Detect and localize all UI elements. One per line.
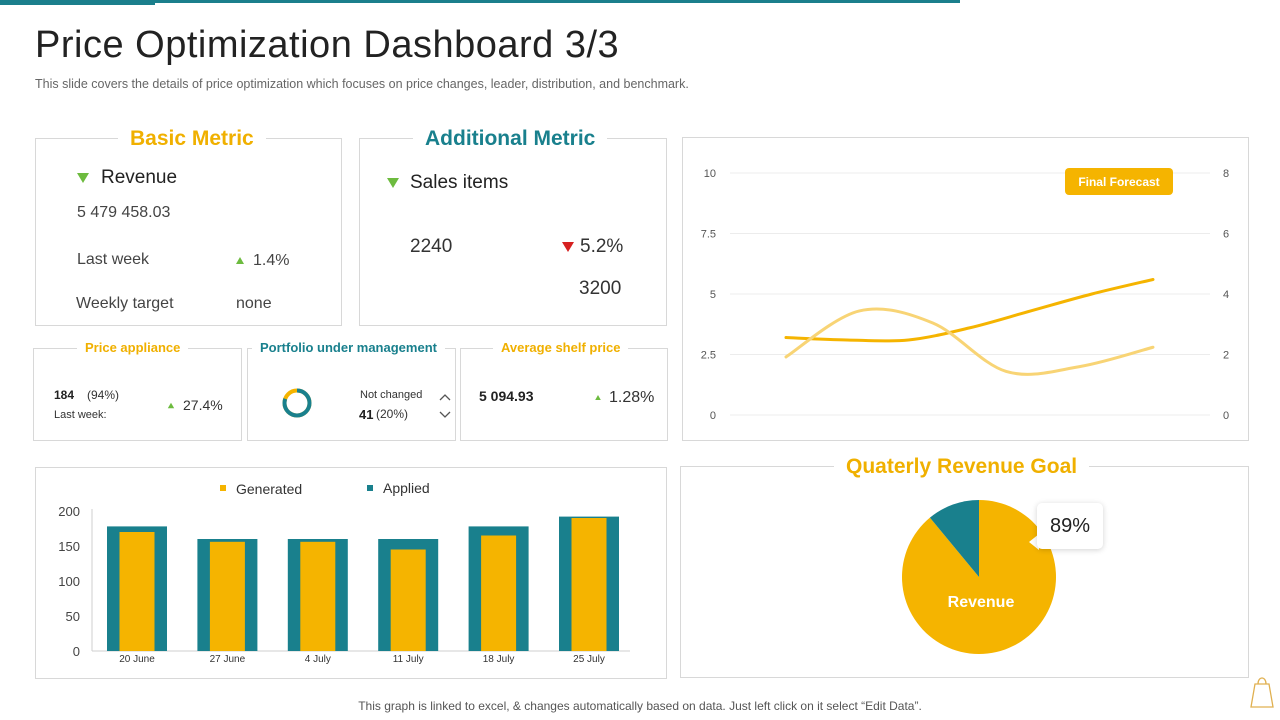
- callout-pointer: [1029, 534, 1039, 550]
- portfolio-donut-chart: [282, 388, 312, 418]
- footer-note: This graph is linked to excel, & changes…: [358, 699, 922, 713]
- additional-metric-card: Additional Metric Sales items 2240 5.2% …: [359, 127, 667, 326]
- top-accent-tab: [0, 0, 155, 5]
- weekly-target-value: none: [236, 295, 272, 312]
- down-triangle-icon: [387, 178, 399, 188]
- sales-change: 5.2%: [580, 236, 624, 257]
- chevron-up-icon[interactable]: [439, 393, 451, 401]
- last-week-value: 1.4%: [253, 252, 290, 269]
- price-appliance-last-week-label: Last week:: [54, 409, 107, 421]
- portfolio-value: 41: [359, 407, 374, 422]
- revenue-goal-title: Quaterly Revenue Goal: [834, 455, 1090, 479]
- portfolio-pct: (20%): [376, 407, 409, 421]
- portfolio-title: Portfolio under management: [252, 340, 445, 355]
- sales-items-label: Sales items: [410, 172, 509, 193]
- up-triangle-icon: [236, 257, 244, 264]
- down-triangle-icon: [77, 173, 89, 183]
- price-appliance-value: 184: [54, 388, 75, 402]
- up-triangle-icon: [595, 395, 601, 400]
- average-shelf-price-title: Average shelf price: [493, 340, 629, 355]
- donut-arc: [282, 388, 312, 418]
- average-shelf-price-value: 5 094.93: [479, 388, 534, 404]
- revenue-label: Revenue: [101, 167, 178, 188]
- down-red-triangle-icon: [562, 242, 574, 252]
- price-appliance-change: 27.4%: [183, 397, 223, 413]
- up-triangle-icon: [167, 402, 175, 409]
- final-forecast-badge[interactable]: Final Forecast: [1065, 168, 1173, 195]
- top-accent-bar: [0, 0, 960, 5]
- revenue-percent-callout: 89%: [1037, 503, 1103, 549]
- average-shelf-price-card: Average shelf price 5 094.93 1.28%: [460, 340, 668, 441]
- bar-chart-card: [35, 467, 667, 679]
- revenue-goal-card: Quaterly Revenue Goal: [680, 455, 1249, 678]
- weekly-target-label: Weekly target: [76, 295, 174, 312]
- average-shelf-price-change: 1.28%: [609, 389, 655, 406]
- additional-metric-title: Additional Metric: [413, 127, 608, 151]
- last-week-label: Last week: [77, 251, 150, 268]
- page-subtitle: This slide covers the details of price o…: [35, 77, 689, 91]
- portfolio-status-label: Not changed: [360, 389, 423, 401]
- portfolio-card: Portfolio under management Not changed 4…: [247, 340, 456, 441]
- sales-value-a: 2240: [410, 236, 453, 257]
- bag-icon: [1250, 677, 1274, 708]
- page-title: Price Optimization Dashboard 3/3: [35, 24, 620, 66]
- basic-metric-title: Basic Metric: [118, 127, 266, 151]
- price-appliance-title: Price appliance: [77, 340, 189, 355]
- sales-value-b: 3200: [579, 278, 622, 299]
- basic-metric-card: Basic Metric Revenue 5 479 458.03 Last w…: [35, 127, 342, 326]
- revenue-value: 5 479 458.03: [77, 204, 171, 221]
- price-appliance-card: Price appliance 184 (94%) Last week: 27.…: [33, 340, 242, 441]
- chevron-down-icon[interactable]: [439, 411, 451, 419]
- price-appliance-pct: (94%): [87, 388, 120, 402]
